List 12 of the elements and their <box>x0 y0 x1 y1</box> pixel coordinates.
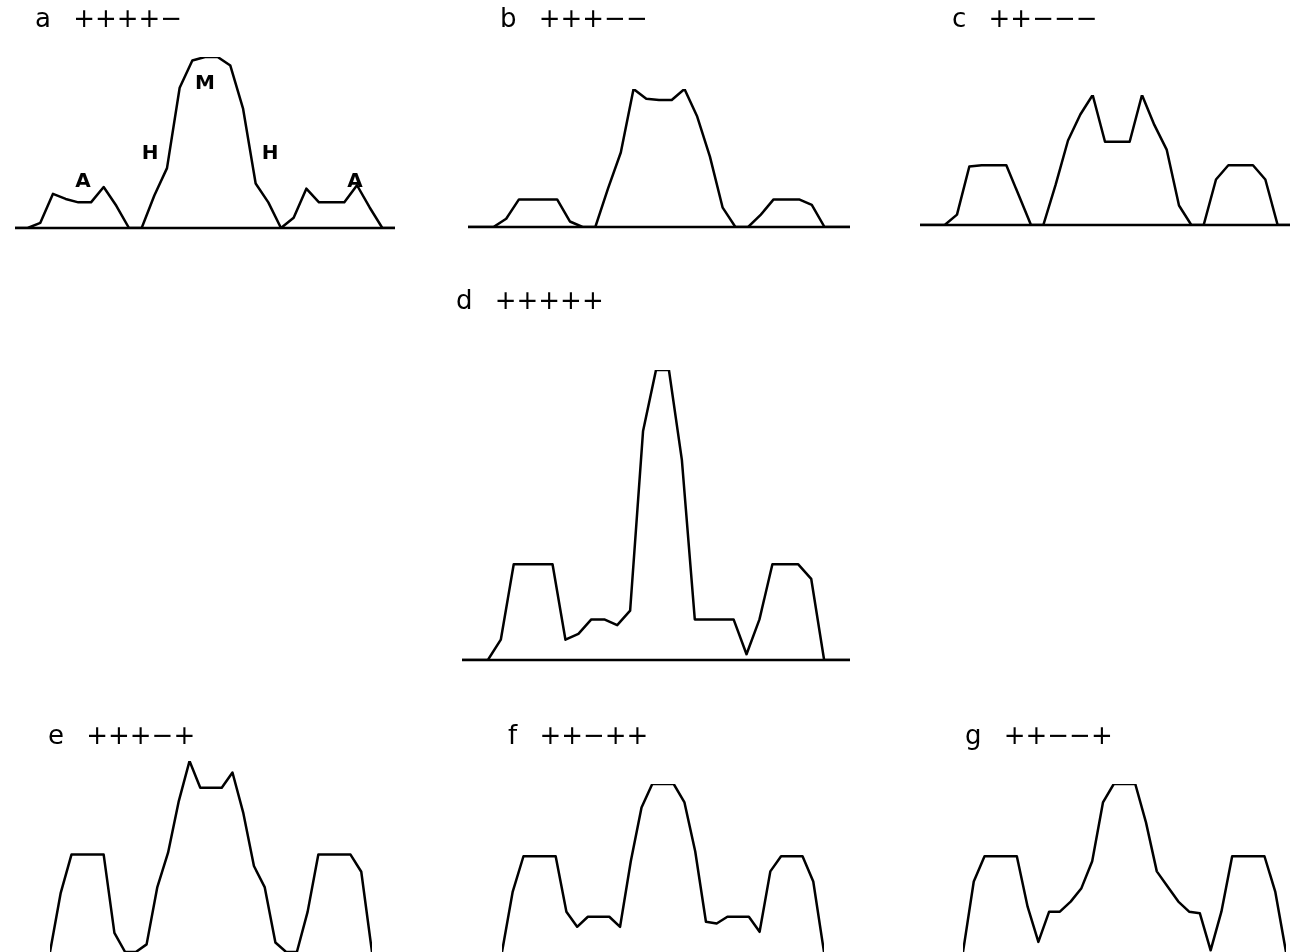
annotation: H <box>141 140 159 164</box>
chart-title: c ++−−− <box>952 2 1098 34</box>
chart-title: d +++++ <box>456 284 604 316</box>
chart-title: f ++−++ <box>508 719 649 751</box>
chart-title: b +++−− <box>500 2 648 34</box>
annotation: A <box>75 168 91 192</box>
chart-title: a ++++− <box>35 2 183 34</box>
annotation: H <box>261 140 279 164</box>
chart-title: g ++−−+ <box>965 719 1113 751</box>
annotation: A <box>347 168 363 192</box>
chart-title: e +++−+ <box>48 719 196 751</box>
annotation: M <box>195 70 215 94</box>
